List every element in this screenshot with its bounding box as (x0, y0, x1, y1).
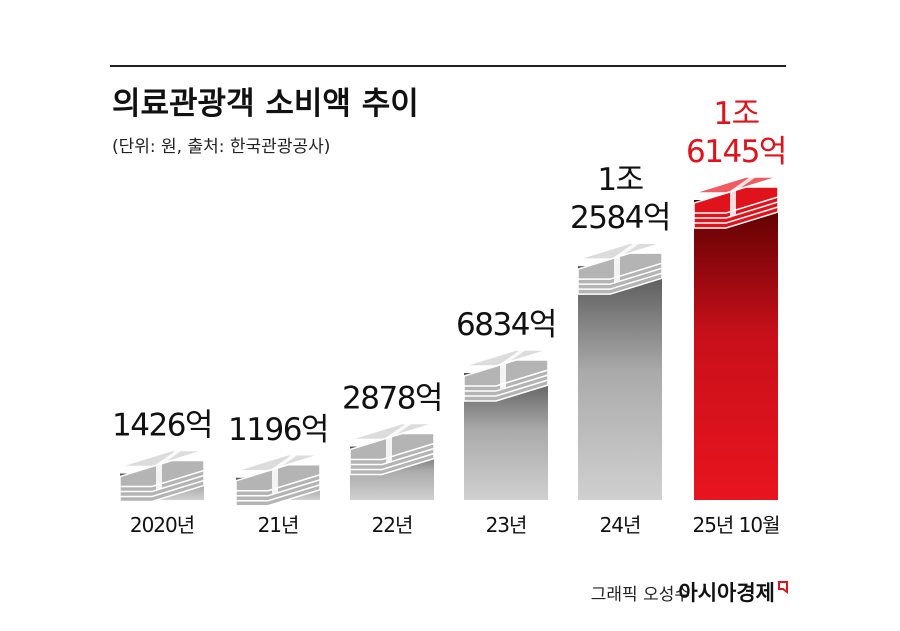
money-band (500, 350, 526, 392)
money-stack-top (235, 454, 321, 472)
money-band (156, 450, 182, 492)
money-band (614, 243, 640, 285)
value-label: 1196억 (228, 412, 328, 448)
value-label: 2878억 (342, 381, 442, 417)
brand: 아시아경제 (678, 581, 775, 605)
credit: 그래픽 오성수 (591, 585, 690, 605)
value-label: 1426억 (112, 408, 212, 444)
money-stack-top (119, 449, 205, 468)
chart-subtitle: (단위: 원, 출처: 한국관광공사) (112, 137, 330, 157)
money-stack-top (463, 349, 549, 367)
bar (694, 200, 778, 500)
money-stack-top (693, 176, 779, 194)
money-band (730, 177, 756, 218)
x-tick-label: 2020년 (130, 513, 194, 537)
value-label: 2584억 (570, 200, 670, 236)
value-label: 1조 (597, 162, 642, 198)
x-tick-label: 24년 (600, 513, 641, 537)
money-stack-top (349, 422, 435, 441)
money-stack-top (577, 242, 663, 260)
x-tick-label: 23년 (486, 513, 527, 537)
money-band (386, 423, 412, 465)
x-tick-label: 22년 (372, 513, 413, 537)
value-label: 6145억 (686, 134, 786, 170)
value-label: 1조 (713, 96, 758, 132)
chart-title: 의료관광객 소비액 추이 (112, 86, 419, 122)
x-tick-label: 25년 10월 (692, 513, 779, 537)
bar (578, 266, 662, 500)
brand-icon (778, 581, 788, 594)
value-label: 6834억 (456, 307, 556, 343)
x-tick-label: 21년 (258, 513, 299, 537)
money-band (272, 454, 298, 496)
